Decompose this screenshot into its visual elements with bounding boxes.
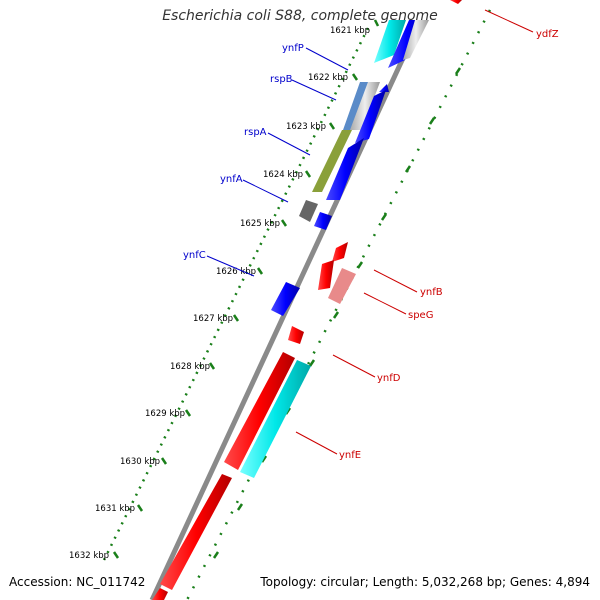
- gene-label[interactable]: rspA: [244, 127, 267, 138]
- reverse-features: [152, 0, 462, 600]
- gene-feature[interactable]: [326, 138, 364, 200]
- gene-feature[interactable]: [299, 200, 318, 222]
- topology-label: Topology: circular; Length: 5,032,268 bp…: [260, 575, 590, 589]
- scale-label: 1626 kbp: [216, 267, 256, 277]
- gene-feature[interactable]: [271, 282, 300, 316]
- scale-label: 1624 kbp: [263, 170, 303, 180]
- scale-label: 1623 kbp: [286, 122, 326, 132]
- scale-ring-outer: [185, 9, 492, 600]
- scale-label: 1632 kbp: [69, 551, 109, 561]
- gene-feature[interactable]: [312, 130, 352, 192]
- gene-label[interactable]: ynfC: [183, 250, 206, 261]
- gene-labels: ynfP rspB rspA ynfA ynfC ydfZ ynfB speG …: [183, 29, 559, 461]
- scale-label: 1621 kbp: [330, 26, 370, 36]
- forward-features: [271, 20, 429, 316]
- gene-feature[interactable]: [328, 268, 356, 304]
- scale-label: 1629 kbp: [145, 409, 185, 419]
- outer-scale-ticks: [212, 67, 462, 559]
- gene-feature[interactable]: [160, 474, 232, 590]
- gene-feature[interactable]: [355, 90, 386, 143]
- scale-label: 1622 kbp: [308, 73, 348, 83]
- scale-labels: 1621 kbp 1622 kbp 1623 kbp 1624 kbp 1625…: [69, 26, 370, 561]
- gene-label[interactable]: ynfP: [282, 43, 304, 54]
- gene-feature[interactable]: [288, 326, 304, 344]
- gene-feature[interactable]: [240, 360, 311, 478]
- accession-label: Accession: NC_011742: [9, 575, 146, 589]
- scale-label: 1625 kbp: [240, 219, 280, 229]
- gene-label[interactable]: ydfZ: [536, 29, 559, 40]
- scale-label: 1628 kbp: [170, 362, 210, 372]
- gene-feature[interactable]: [374, 20, 406, 63]
- map-title: Escherichia coli S88, complete genome: [162, 8, 438, 24]
- gene-feature[interactable]: [403, 20, 429, 60]
- gene-feature[interactable]: [314, 212, 332, 230]
- gene-label[interactable]: ynfD: [377, 373, 401, 384]
- gene-label[interactable]: ynfE: [339, 450, 361, 461]
- scale-label: 1631 kbp: [95, 504, 135, 514]
- gene-label[interactable]: speG: [408, 310, 433, 321]
- gene-feature[interactable]: [379, 84, 389, 92]
- scale-label: 1627 kbp: [193, 314, 233, 324]
- gene-label[interactable]: ynfB: [420, 287, 443, 298]
- gene-feature[interactable]: [450, 0, 462, 4]
- gene-feature[interactable]: [332, 242, 348, 262]
- gene-feature[interactable]: [152, 588, 168, 600]
- gene-feature[interactable]: [224, 352, 295, 470]
- scale-ticks: [112, 19, 380, 559]
- gene-feature[interactable]: [318, 260, 334, 290]
- gene-feature[interactable]: [350, 82, 380, 130]
- gene-label[interactable]: rspB: [270, 74, 293, 85]
- scale-label: 1630 kbp: [120, 457, 160, 467]
- label-leaders: [206, 9, 534, 455]
- gene-label[interactable]: ynfA: [220, 174, 243, 185]
- scale-ring-inner: [102, 27, 370, 561]
